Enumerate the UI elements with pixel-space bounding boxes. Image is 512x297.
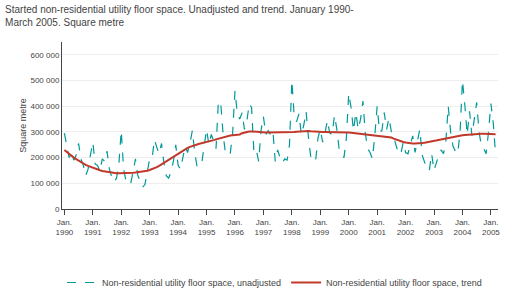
- svg-text:Jan.1992: Jan.1992: [112, 218, 130, 237]
- svg-text:Started non-residential utilit: Started non-residential utility floor sp…: [5, 4, 354, 28]
- svg-text:Jan.2005: Jan.2005: [482, 218, 500, 237]
- svg-text:Jan.1990: Jan.1990: [55, 218, 73, 237]
- svg-text:Jan.1999: Jan.1999: [311, 218, 329, 237]
- svg-text:Jan.1997: Jan.1997: [255, 218, 273, 237]
- svg-text:Jan.2002: Jan.2002: [397, 218, 415, 237]
- svg-text:Non-residential utility floor: Non-residential utility floor space, una…: [102, 278, 281, 288]
- svg-text:600 000: 600 000: [30, 51, 59, 60]
- svg-text:Jan.2004: Jan.2004: [454, 218, 472, 237]
- svg-text:500 000: 500 000: [30, 76, 59, 85]
- svg-text:Jan.1993: Jan.1993: [141, 218, 159, 237]
- svg-text:Jan.1996: Jan.1996: [226, 218, 244, 237]
- svg-text:Jan.2001: Jan.2001: [368, 218, 386, 237]
- svg-text:Jan.1995: Jan.1995: [198, 218, 216, 237]
- svg-text:200 000: 200 000: [30, 153, 59, 162]
- svg-text:Non-residential utility floor: Non-residential utility floor space, tre…: [326, 278, 482, 288]
- svg-text:300 000: 300 000: [30, 128, 59, 137]
- svg-text:Jan.1994: Jan.1994: [169, 218, 187, 237]
- svg-text:Jan.1991: Jan.1991: [84, 218, 102, 237]
- svg-text:Jan.2000: Jan.2000: [340, 218, 358, 237]
- svg-text:100 000: 100 000: [30, 179, 59, 188]
- svg-text:Jan.2003: Jan.2003: [425, 218, 443, 237]
- svg-text:Square metre: Square metre: [18, 98, 28, 153]
- svg-text:0: 0: [55, 205, 60, 214]
- svg-text:Jan.1998: Jan.1998: [283, 218, 301, 237]
- svg-text:400 000: 400 000: [30, 102, 59, 111]
